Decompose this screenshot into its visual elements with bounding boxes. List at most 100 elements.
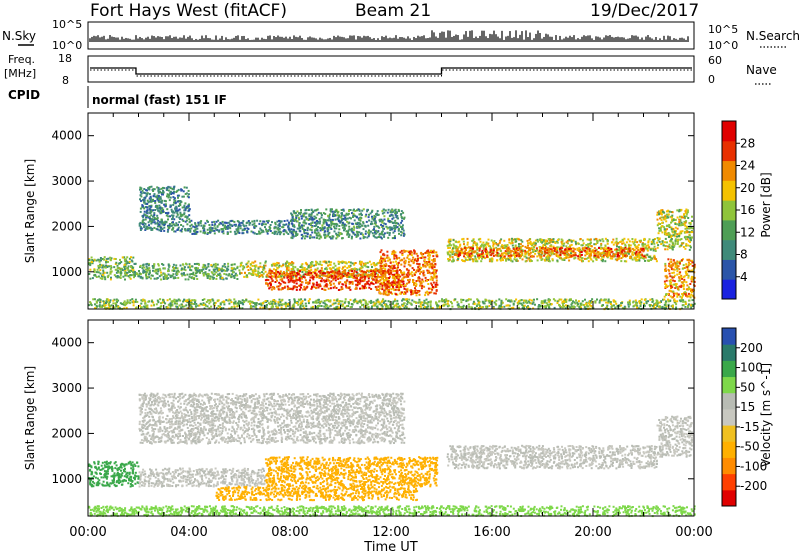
data-cell — [290, 236, 293, 239]
data-cell — [178, 216, 181, 219]
data-cell — [143, 269, 146, 272]
data-cell — [333, 222, 335, 225]
data-cell — [551, 238, 554, 241]
data-cell — [373, 271, 376, 274]
data-cell — [301, 224, 303, 227]
data-cell — [641, 257, 644, 260]
data-cell — [146, 203, 149, 205]
data-cell — [304, 268, 307, 271]
data-cell — [262, 230, 265, 233]
data-cell — [261, 271, 264, 274]
data-cell — [344, 284, 347, 287]
data-cell — [204, 271, 207, 274]
data-cell — [635, 254, 638, 257]
data-cell — [298, 218, 301, 221]
data-cell — [368, 269, 371, 272]
data-cell — [404, 260, 407, 263]
data-cell — [175, 191, 178, 193]
data-cell — [545, 255, 548, 258]
data-cell — [326, 227, 329, 230]
data-cell — [269, 284, 272, 286]
data-cell — [229, 223, 232, 226]
data-cell — [144, 229, 147, 231]
data-cell — [357, 233, 360, 236]
data-cell — [446, 251, 449, 254]
data-cell — [394, 228, 397, 230]
data-cell — [161, 263, 164, 265]
data-cell — [181, 218, 184, 221]
data-cell — [526, 239, 529, 242]
data-cell — [476, 247, 479, 250]
data-cell — [324, 212, 327, 215]
data-cell — [514, 255, 517, 258]
data-cell — [168, 224, 171, 227]
data-cell — [484, 249, 486, 252]
data-cell — [336, 267, 339, 270]
data-cell — [182, 225, 185, 228]
data-cell — [596, 255, 599, 258]
data-cell — [421, 255, 424, 258]
data-cell — [351, 273, 354, 275]
data-cell — [315, 209, 318, 211]
data-cell — [337, 260, 340, 263]
data-cell — [287, 269, 290, 272]
data-cell — [115, 261, 118, 264]
data-cell — [215, 220, 218, 223]
data-cell — [315, 281, 318, 284]
data-cell — [95, 259, 98, 262]
data-cell — [418, 290, 421, 292]
data-cell — [105, 259, 108, 262]
data-cell — [421, 285, 424, 287]
data-cell — [587, 245, 590, 248]
data-cell — [163, 224, 166, 226]
data-cell — [399, 251, 402, 254]
data-cell — [408, 278, 411, 281]
data-cell — [148, 193, 151, 195]
data-cell — [312, 218, 315, 221]
data-cell — [318, 270, 321, 273]
data-cell — [551, 259, 554, 262]
data-cell — [133, 263, 136, 265]
data-cell — [253, 232, 256, 235]
data-cell — [331, 210, 334, 213]
data-cell — [354, 279, 357, 282]
data-cell — [177, 209, 180, 212]
data-cell — [384, 265, 387, 268]
data-cell — [119, 274, 122, 277]
data-cell — [391, 267, 394, 270]
data-cell — [335, 223, 338, 225]
data-cell — [338, 233, 341, 236]
data-cell — [325, 235, 328, 238]
data-cell — [338, 214, 340, 217]
data-cell — [341, 261, 344, 264]
data-cell — [389, 269, 392, 272]
data-cell — [525, 251, 527, 254]
data-cell — [243, 228, 246, 231]
data-cell — [292, 287, 295, 290]
data-cell — [565, 256, 568, 259]
data-cell — [413, 249, 415, 252]
data-cell — [165, 212, 167, 214]
data-cell — [302, 215, 305, 218]
data-cell — [328, 271, 331, 274]
data-cell — [602, 254, 605, 257]
data-cell — [154, 222, 157, 225]
data-cell — [354, 276, 357, 279]
data-cell — [352, 232, 355, 235]
data-cell — [197, 224, 200, 227]
data-cell — [141, 204, 144, 207]
data-cell — [435, 255, 438, 258]
data-cell — [365, 213, 368, 216]
data-cell — [381, 284, 384, 287]
data-cell — [287, 225, 290, 228]
data-cell — [619, 246, 622, 249]
data-cell — [593, 252, 596, 255]
data-cell — [391, 221, 394, 224]
data-cell — [93, 269, 96, 272]
data-cell — [636, 245, 639, 248]
data-cell — [373, 219, 376, 222]
data-cell — [308, 282, 311, 285]
data-cell — [607, 247, 610, 249]
data-cell — [146, 193, 149, 196]
data-cell — [299, 230, 302, 233]
